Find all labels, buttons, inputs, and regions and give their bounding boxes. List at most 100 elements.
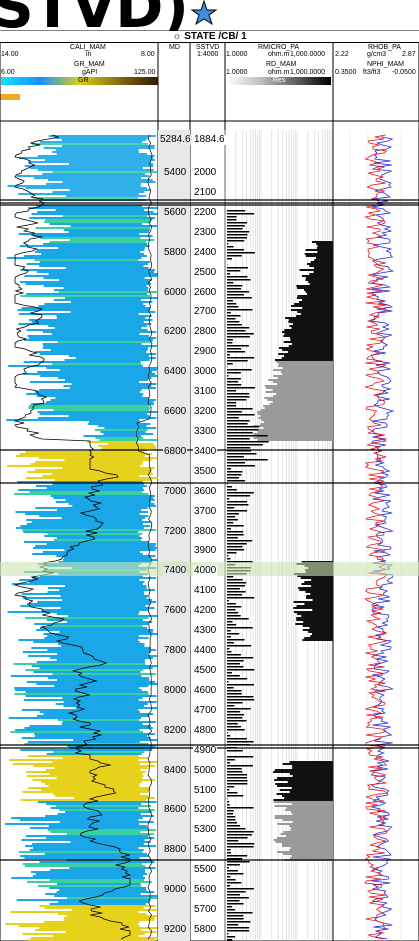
gr-fill-strip bbox=[42, 475, 140, 477]
res-spike bbox=[227, 807, 254, 809]
res-spike bbox=[227, 216, 237, 218]
res-fill-strip bbox=[273, 375, 333, 377]
res-fill-strip bbox=[296, 605, 333, 607]
gr-fill-strip bbox=[31, 647, 152, 649]
res-fill-strip bbox=[287, 781, 333, 783]
res-spike bbox=[227, 369, 252, 371]
res-fill-strip bbox=[260, 415, 333, 417]
res-spike bbox=[227, 777, 247, 779]
res-spike bbox=[227, 570, 251, 572]
res-spike bbox=[227, 720, 247, 722]
gr-fill-strip bbox=[35, 461, 143, 463]
res-spike bbox=[227, 543, 247, 545]
gr-fill-strip bbox=[25, 835, 149, 837]
res-spike bbox=[227, 240, 245, 242]
gr-fill-strip bbox=[51, 473, 154, 475]
res-spike bbox=[227, 210, 246, 212]
res-fill-strip bbox=[302, 307, 333, 309]
res-fill-strip bbox=[313, 267, 333, 269]
gr-fill-strip bbox=[55, 149, 139, 151]
res-fill-strip bbox=[290, 847, 333, 849]
res-fill-strip bbox=[291, 855, 333, 857]
rmicro-name: RMICRO_PA bbox=[258, 44, 300, 51]
gr-fill-strip bbox=[47, 533, 143, 535]
gr-fill-strip bbox=[18, 925, 140, 927]
res-spike bbox=[227, 258, 233, 260]
res-fill-strip bbox=[309, 265, 333, 267]
res-spike bbox=[227, 858, 243, 860]
res-fill-strip bbox=[275, 841, 333, 843]
res-spike bbox=[227, 321, 240, 323]
res-spike bbox=[227, 492, 254, 494]
res-spike bbox=[227, 636, 231, 638]
res-spike bbox=[227, 621, 233, 623]
gr-fill-strip bbox=[72, 505, 157, 507]
gr-fill-strip bbox=[70, 841, 151, 843]
gr-fill-strip bbox=[62, 697, 143, 699]
res-fill-strip bbox=[272, 401, 333, 403]
gr-fill-strip bbox=[24, 165, 154, 167]
res-fill-strip bbox=[276, 837, 333, 839]
res-fill-strip bbox=[289, 791, 333, 793]
res-fill-strip bbox=[264, 407, 333, 409]
res-fill-strip bbox=[305, 571, 333, 573]
res-fill-strip bbox=[253, 437, 333, 439]
res-fill-strip bbox=[268, 379, 333, 381]
res-fill-strip bbox=[281, 795, 333, 797]
gr-curve bbox=[13, 134, 132, 940]
res-fill-strip bbox=[301, 583, 333, 585]
gr-fill-strip bbox=[66, 621, 153, 623]
res-spike bbox=[227, 840, 239, 842]
res-fill-strip bbox=[273, 771, 333, 773]
res-spike bbox=[227, 417, 239, 419]
gr-fill-strip bbox=[24, 865, 146, 867]
res-spike bbox=[227, 843, 255, 845]
res-spike bbox=[227, 546, 243, 548]
tvd-depth-label: 5800 bbox=[193, 924, 218, 935]
gr-fill-strip bbox=[61, 723, 143, 725]
res-fill-strip bbox=[296, 285, 333, 287]
gr-fill-strip bbox=[34, 391, 141, 393]
md-depth-label: 6800 bbox=[163, 446, 188, 457]
res-fill-strip bbox=[302, 299, 333, 301]
res-spike bbox=[227, 741, 254, 743]
res-spike bbox=[227, 696, 254, 698]
res-fill-strip bbox=[286, 835, 333, 837]
res-spike bbox=[227, 291, 250, 293]
cali-max: 8.00 bbox=[141, 51, 155, 58]
gr-fill-strip bbox=[22, 863, 143, 865]
gr-fill-strip bbox=[37, 249, 145, 251]
gr-fill-strip bbox=[46, 367, 158, 369]
gr-fill-strip bbox=[50, 869, 145, 871]
gr-fill-strip bbox=[61, 645, 145, 647]
md-depth-label: 7600 bbox=[163, 605, 188, 616]
res-spike bbox=[227, 828, 246, 830]
res-fill-strip bbox=[284, 859, 333, 861]
res-fill-strip bbox=[294, 303, 333, 305]
res-fill-strip bbox=[280, 371, 333, 373]
res-fill-strip bbox=[276, 393, 333, 395]
gr-fill-strip bbox=[36, 683, 158, 685]
gr-fill-strip bbox=[21, 307, 151, 309]
tvd-depth-label: 4600 bbox=[193, 685, 218, 696]
res-fill-strip bbox=[289, 337, 333, 339]
res-spike bbox=[227, 423, 248, 425]
tvd-depth-label: 4100 bbox=[193, 585, 218, 596]
gr-fill-strip bbox=[62, 757, 149, 759]
gr-fill-strip bbox=[25, 617, 149, 619]
gr-fill-strip bbox=[48, 135, 156, 137]
gr-fill-strip bbox=[26, 681, 156, 683]
gr-fill-strip bbox=[44, 853, 148, 855]
res-spike bbox=[227, 315, 241, 317]
res-spike bbox=[227, 885, 231, 887]
gr-fill-strip bbox=[18, 639, 139, 641]
res-fill-strip bbox=[280, 833, 333, 835]
res-spike bbox=[227, 606, 242, 608]
gr-fill-strip bbox=[32, 577, 157, 579]
gr-fill-strip bbox=[17, 481, 143, 483]
gr-fill-strip bbox=[35, 469, 153, 471]
gr-fill-strip bbox=[46, 753, 142, 755]
tvd-depth-label: 2200 bbox=[193, 207, 218, 218]
res-fill-strip bbox=[310, 261, 333, 263]
gr-fill-strip bbox=[24, 571, 140, 573]
